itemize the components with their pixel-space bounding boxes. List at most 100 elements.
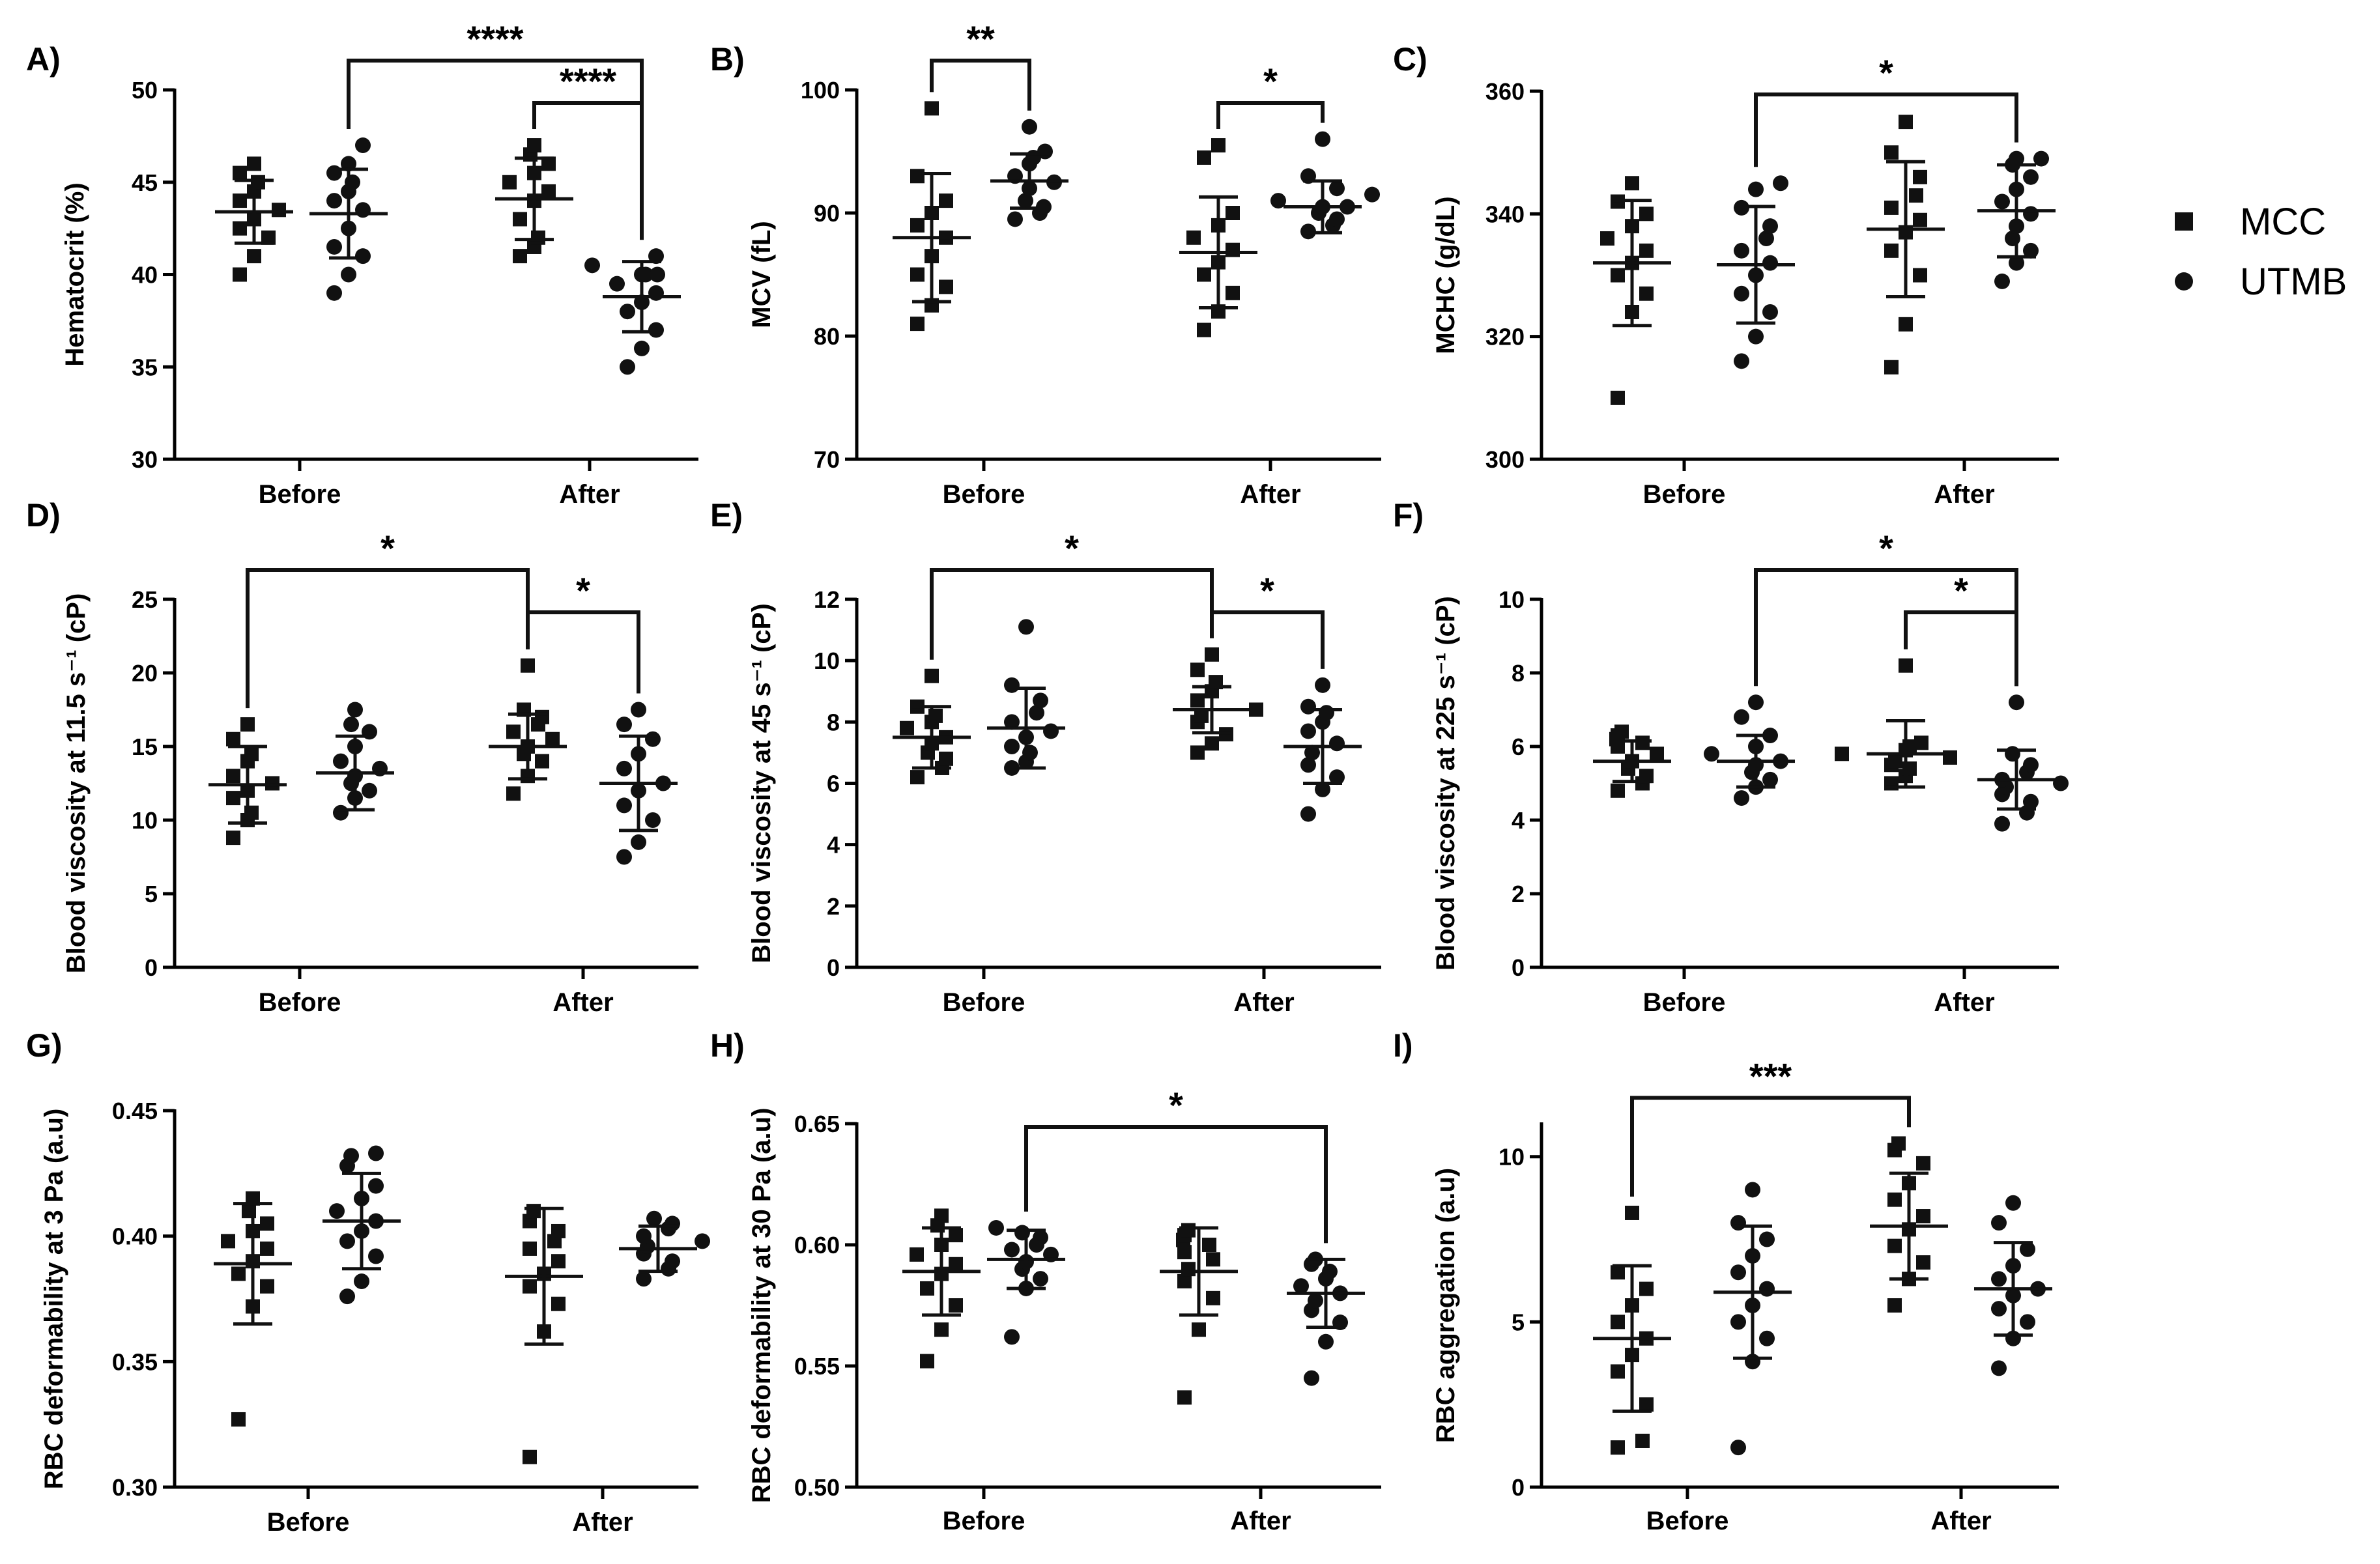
data-point-square	[226, 769, 240, 784]
data-point-circle	[2020, 1314, 2035, 1330]
significance-bracket	[1754, 568, 2018, 687]
data-point-circle	[2023, 757, 2039, 773]
data-point-square	[1916, 1255, 1930, 1270]
data-point-circle	[646, 1210, 662, 1227]
x-category-label: After	[1230, 1507, 1291, 1535]
significance-bracket	[1630, 1096, 1911, 1197]
data-point-circle	[1759, 1281, 1775, 1297]
data-point-circle	[2009, 255, 2024, 271]
panel-g: G) 0.30 0.35 0.40 0.45 Before After RBC deforma…	[26, 1027, 710, 1537]
data-point-square	[1639, 769, 1654, 784]
data-point-circle	[648, 285, 664, 301]
data-point-square	[1611, 390, 1625, 405]
x-category-label: Before	[259, 988, 341, 1017]
data-point-circle	[368, 1145, 384, 1161]
data-point-square	[1943, 750, 1957, 765]
data-point-square	[1206, 1290, 1220, 1305]
data-point-circle	[1004, 1242, 1020, 1258]
data-point-square	[535, 754, 549, 769]
panel-a: A) 30 35 40 45 50 Before After Hematocrit (%) ***…	[26, 18, 698, 509]
data-point-square	[506, 724, 521, 739]
y-tick-label: 45	[132, 169, 158, 196]
y-tick-label: 4	[827, 832, 840, 859]
y-tick-label: 0.35	[112, 1348, 158, 1375]
data-point-circle	[1004, 739, 1020, 754]
data-point-circle	[1730, 1215, 1746, 1231]
data-point-circle	[1734, 709, 1749, 725]
panel-label: A)	[26, 41, 61, 78]
x-category-label: After	[552, 988, 613, 1017]
data-point-circle	[1004, 677, 1020, 693]
data-point-circle	[1308, 1292, 1323, 1309]
significance-bracket	[1216, 101, 1325, 130]
data-point-square	[1639, 1281, 1654, 1296]
significance-bracket	[526, 610, 640, 694]
data-point-square	[1226, 285, 1240, 300]
x-category-label: Before	[1643, 480, 1726, 509]
data-point-square	[1913, 212, 1927, 227]
data-point-circle	[1734, 242, 1749, 259]
legend-label: MCC	[2240, 201, 2326, 243]
data-point-square	[939, 193, 953, 208]
data-point-circle	[1994, 193, 2010, 210]
data-point-square	[1884, 200, 1899, 215]
data-point-square	[1190, 693, 1205, 708]
significance-stars: **	[966, 18, 995, 59]
data-point-circle	[1994, 273, 2010, 289]
significance-bracket	[1754, 92, 2018, 167]
y-tick-label: 100	[801, 77, 840, 104]
data-point-circle	[1991, 1301, 2007, 1317]
data-point-circle	[631, 702, 646, 718]
data-point-circle	[362, 782, 377, 799]
y-tick-label: 360	[1485, 78, 1525, 105]
data-point-square	[1887, 1298, 1902, 1313]
data-point-square	[1192, 1322, 1206, 1337]
data-point-circle	[1315, 131, 1330, 147]
data-point-square	[1899, 115, 1913, 130]
panel-d: D) 0 5 10 15 20 25 Before After Blood viscosity a…	[26, 497, 698, 1017]
data-point-circle	[355, 202, 371, 218]
data-point-circle	[695, 1233, 710, 1249]
data-point-circle	[636, 1228, 652, 1244]
y-tick-label: 35	[132, 354, 158, 380]
data-point-circle	[1734, 285, 1749, 302]
data-point-circle	[368, 1178, 384, 1194]
data-point-circle	[1773, 175, 1788, 192]
x-category-label: Before	[1643, 988, 1726, 1017]
data-point-circle	[1329, 769, 1345, 786]
panel-h: H) 0.50 0.55 0.60 0.65 Before After RBC deforma…	[710, 1027, 1381, 1535]
data-point-circle	[1364, 186, 1380, 203]
data-point-square	[1181, 1262, 1196, 1277]
data-point-circle	[1033, 1229, 1048, 1245]
y-tick-label: 320	[1485, 324, 1525, 350]
panel-label: G)	[26, 1027, 63, 1064]
data-point-circle	[326, 285, 342, 301]
data-point-square	[910, 770, 925, 785]
data-point-square	[1211, 138, 1226, 153]
data-point-circle	[329, 1203, 345, 1219]
data-point-circle	[1762, 304, 1778, 320]
data-point-square	[502, 175, 517, 190]
panel-i: I) 0 5 10 Before After RBC aggregation (a.u) **…	[1393, 1027, 2059, 1535]
data-point-circle	[2023, 169, 2039, 185]
y-tick-label: 10	[814, 647, 840, 674]
significance-stars: *	[1065, 528, 1079, 569]
data-point-circle	[2005, 1195, 2021, 1211]
x-category-label: After	[1934, 480, 1994, 509]
data-point-circle	[339, 1233, 355, 1249]
data-point-circle	[584, 257, 600, 274]
data-point-circle	[343, 1148, 359, 1164]
data-point-circle	[1762, 771, 1778, 788]
y-tick-label: 10	[1498, 1144, 1525, 1171]
data-point-square	[233, 193, 247, 208]
data-point-square	[526, 1204, 541, 1219]
y-tick-label: 0.45	[112, 1098, 158, 1124]
data-point-square	[545, 732, 560, 746]
data-point-circle	[620, 304, 635, 320]
data-point-square	[1205, 736, 1219, 751]
data-point-square	[221, 1234, 235, 1249]
y-tick-label: 10	[132, 807, 158, 834]
panel-label: C)	[1393, 41, 1427, 78]
panel-label: E)	[710, 497, 743, 533]
